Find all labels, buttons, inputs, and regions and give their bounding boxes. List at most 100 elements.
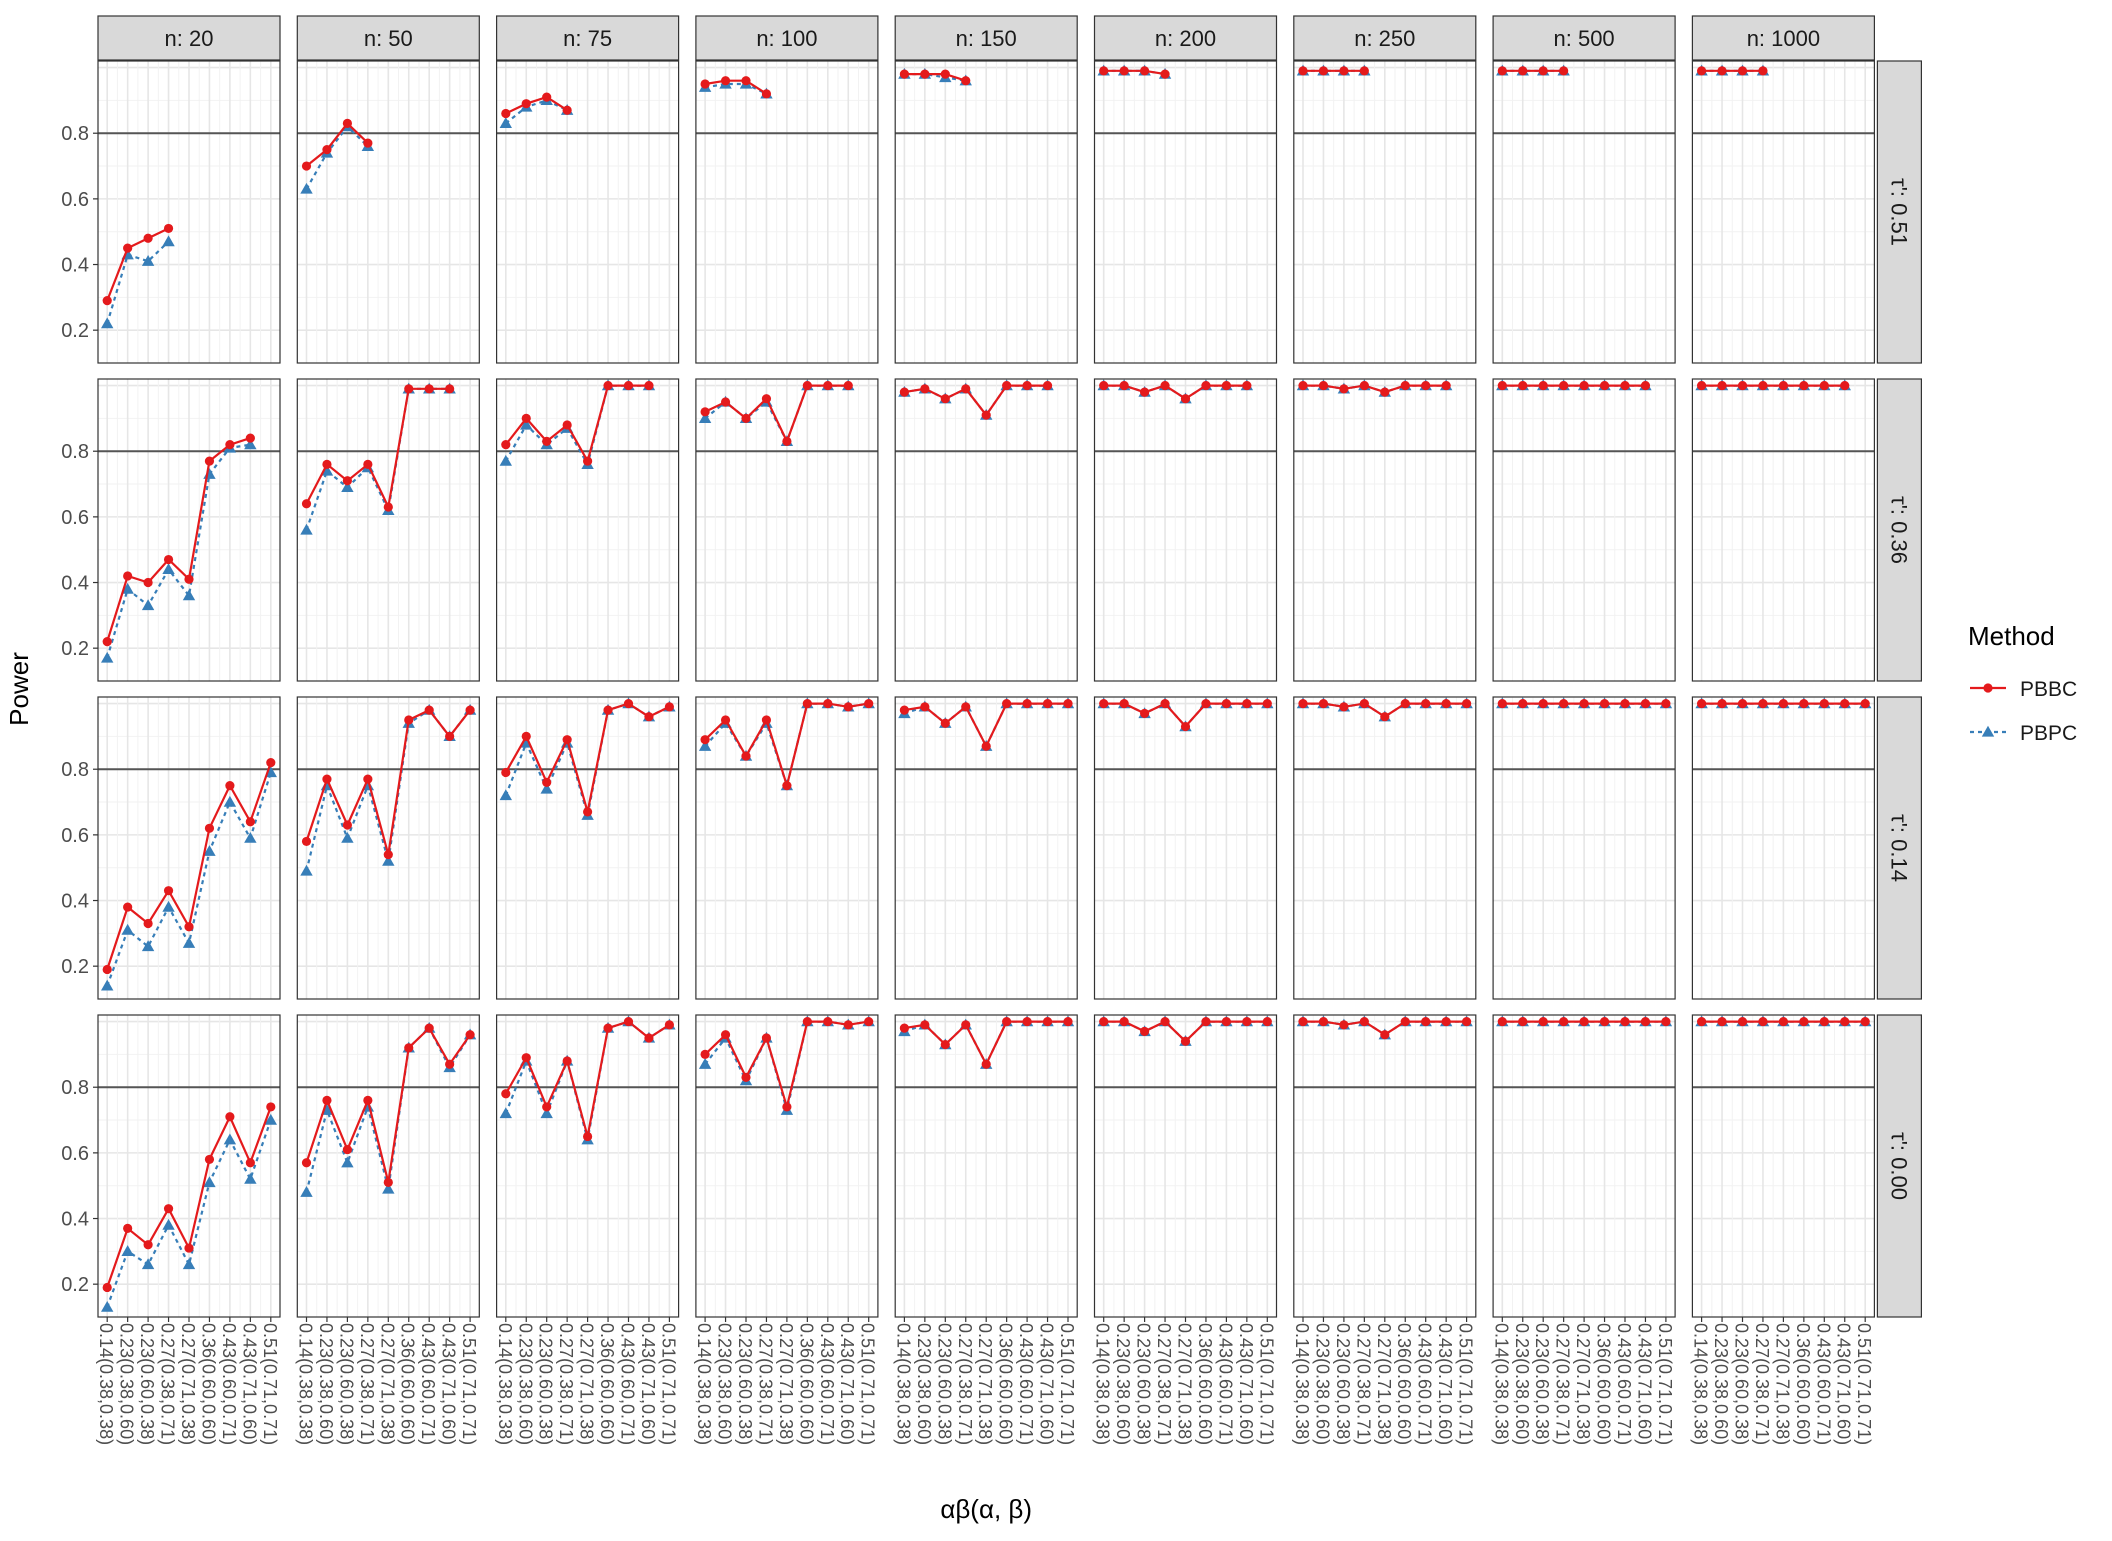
point-pbbc (204, 456, 215, 466)
point-pbbc (700, 1049, 710, 1059)
point-pbbc (404, 1043, 414, 1053)
facet-panel: 0.14(0.38,0.38) 0.23(0.38,0.60) 0.23(0.60,… (1491, 1014, 1676, 1445)
legend-entry-label: PBPC (2020, 722, 2077, 745)
point-pbbc (1339, 1020, 1349, 1030)
point-pbbc (1119, 380, 1129, 391)
series-line-pbpc (704, 82, 767, 95)
point-pbpc (162, 1218, 175, 1230)
point-pbpc (244, 831, 257, 843)
point-pbbc (1640, 1016, 1651, 1027)
x-tick-label: 0.23(0.38,0.60) (1113, 1323, 1133, 1445)
point-pbbc (899, 705, 910, 715)
point-pbbc (1441, 1016, 1451, 1027)
x-tick-label: 0.23(0.38,0.60) (1711, 1323, 1731, 1445)
point-pbbc (445, 1059, 455, 1069)
point-pbbc (1717, 380, 1727, 391)
point-pbbc (1461, 698, 1472, 709)
point-pbbc (1160, 69, 1170, 79)
y-tick-label: 0.2 (61, 638, 89, 660)
x-tick-label: 0.36(0.60,0.60) (996, 1323, 1016, 1445)
point-pbbc (1298, 1016, 1308, 1027)
x-tick-label: 0.51(0.71,0.71) (459, 1323, 479, 1445)
x-tick-label: 0.27(0.71,0.38) (178, 1323, 198, 1445)
panel-border (1691, 378, 1876, 682)
point-pbbc (961, 702, 971, 712)
y-tick-label: 0.6 (61, 825, 89, 847)
point-pbbc (542, 92, 552, 102)
point-pbpc (121, 1245, 134, 1256)
facet-panel (1691, 696, 1876, 1000)
point-pbbc (204, 823, 215, 833)
point-pbpc (320, 464, 334, 476)
x-tick-label: 0.23(0.60,0.38) (336, 1323, 356, 1445)
point-pbbc (700, 407, 710, 417)
x-tick-label: 0.27(0.38,0.71) (1553, 1323, 1573, 1445)
panel-border (97, 60, 281, 364)
y-tick-label: 0.6 (61, 1143, 89, 1165)
point-pbbc (404, 715, 414, 725)
facet-panel (1293, 60, 1477, 364)
point-pbbc (1538, 1016, 1548, 1027)
point-pbbc (363, 774, 373, 784)
point-pbbc (322, 1095, 332, 1105)
point-pbbc (1497, 698, 1507, 709)
panel-border (496, 378, 680, 682)
x-tick-label: 0.43(0.71,0.60) (1236, 1323, 1256, 1445)
panel-border (296, 60, 480, 364)
point-pbbc (184, 574, 194, 584)
facet-col-label: n: 500 (1554, 26, 1615, 51)
point-pbbc (1758, 1016, 1768, 1027)
point-pbbc (1640, 380, 1651, 391)
panel-border (695, 60, 879, 364)
x-tick-label: 0.27(0.71,0.38) (975, 1323, 995, 1445)
point-pbbc (1559, 66, 1569, 76)
x-tick-label: 0.27(0.71,0.38) (1772, 1323, 1792, 1445)
y-tick-label: 0.2 (61, 956, 89, 978)
point-pbbc (1620, 698, 1630, 709)
point-pbpc (141, 599, 155, 611)
point-pbbc (501, 1089, 511, 1099)
point-pbbc (1298, 66, 1308, 76)
facet-col-label: n: 75 (563, 26, 612, 51)
point-pbbc (940, 69, 950, 79)
x-tick-label: 0.36(0.60,0.60) (398, 1323, 418, 1445)
point-pbpc (244, 1172, 257, 1184)
point-pbbc (623, 380, 634, 391)
point-pbbc (1119, 698, 1129, 709)
point-pbbc (1518, 380, 1528, 391)
point-pbbc (1640, 698, 1651, 709)
x-tick-label: 0.43(0.60,0.71) (1813, 1323, 1833, 1445)
point-pbbc (501, 108, 511, 119)
point-pbbc (1599, 1016, 1610, 1027)
x-tick-label: 0.27(0.71,0.38) (1573, 1323, 1593, 1445)
x-tick-label: 0.23(0.60,0.38) (1532, 1323, 1552, 1445)
point-pbbc (445, 731, 455, 741)
point-pbbc (1799, 1016, 1809, 1027)
x-tick-label: 0.14(0.38,0.38) (694, 1323, 714, 1445)
point-pbbc (465, 1030, 475, 1040)
point-pbbc (603, 705, 613, 715)
point-pbbc (1242, 698, 1252, 709)
x-tick-label: 0.27(0.38,0.71) (955, 1323, 975, 1445)
point-pbpc (499, 117, 513, 129)
panel-border (296, 696, 480, 1000)
point-pbbc (981, 1059, 991, 1069)
point-pbbc (920, 1020, 930, 1030)
point-pbbc (184, 922, 194, 932)
x-tick-label: 0.14(0.38,0.38) (96, 1323, 116, 1445)
point-pbbc (802, 1016, 812, 1027)
point-pbbc (383, 1177, 393, 1188)
point-pbbc (163, 554, 174, 565)
x-tick-label: 0.27(0.38,0.71) (1353, 1323, 1373, 1445)
x-tick-label: 0.51(0.71,0.71) (658, 1323, 678, 1445)
point-pbbc (761, 1033, 772, 1043)
point-pbbc (1717, 1016, 1727, 1027)
point-pbbc (899, 1023, 910, 1033)
x-tick-label: 0.23(0.38,0.60) (1512, 1323, 1532, 1445)
point-pbbc (1717, 66, 1727, 76)
y-tick-label: 0.8 (61, 441, 89, 463)
point-pbpc (499, 789, 513, 801)
point-pbbc (521, 731, 531, 741)
point-pbbc (782, 781, 792, 791)
point-pbbc (1579, 1016, 1589, 1027)
